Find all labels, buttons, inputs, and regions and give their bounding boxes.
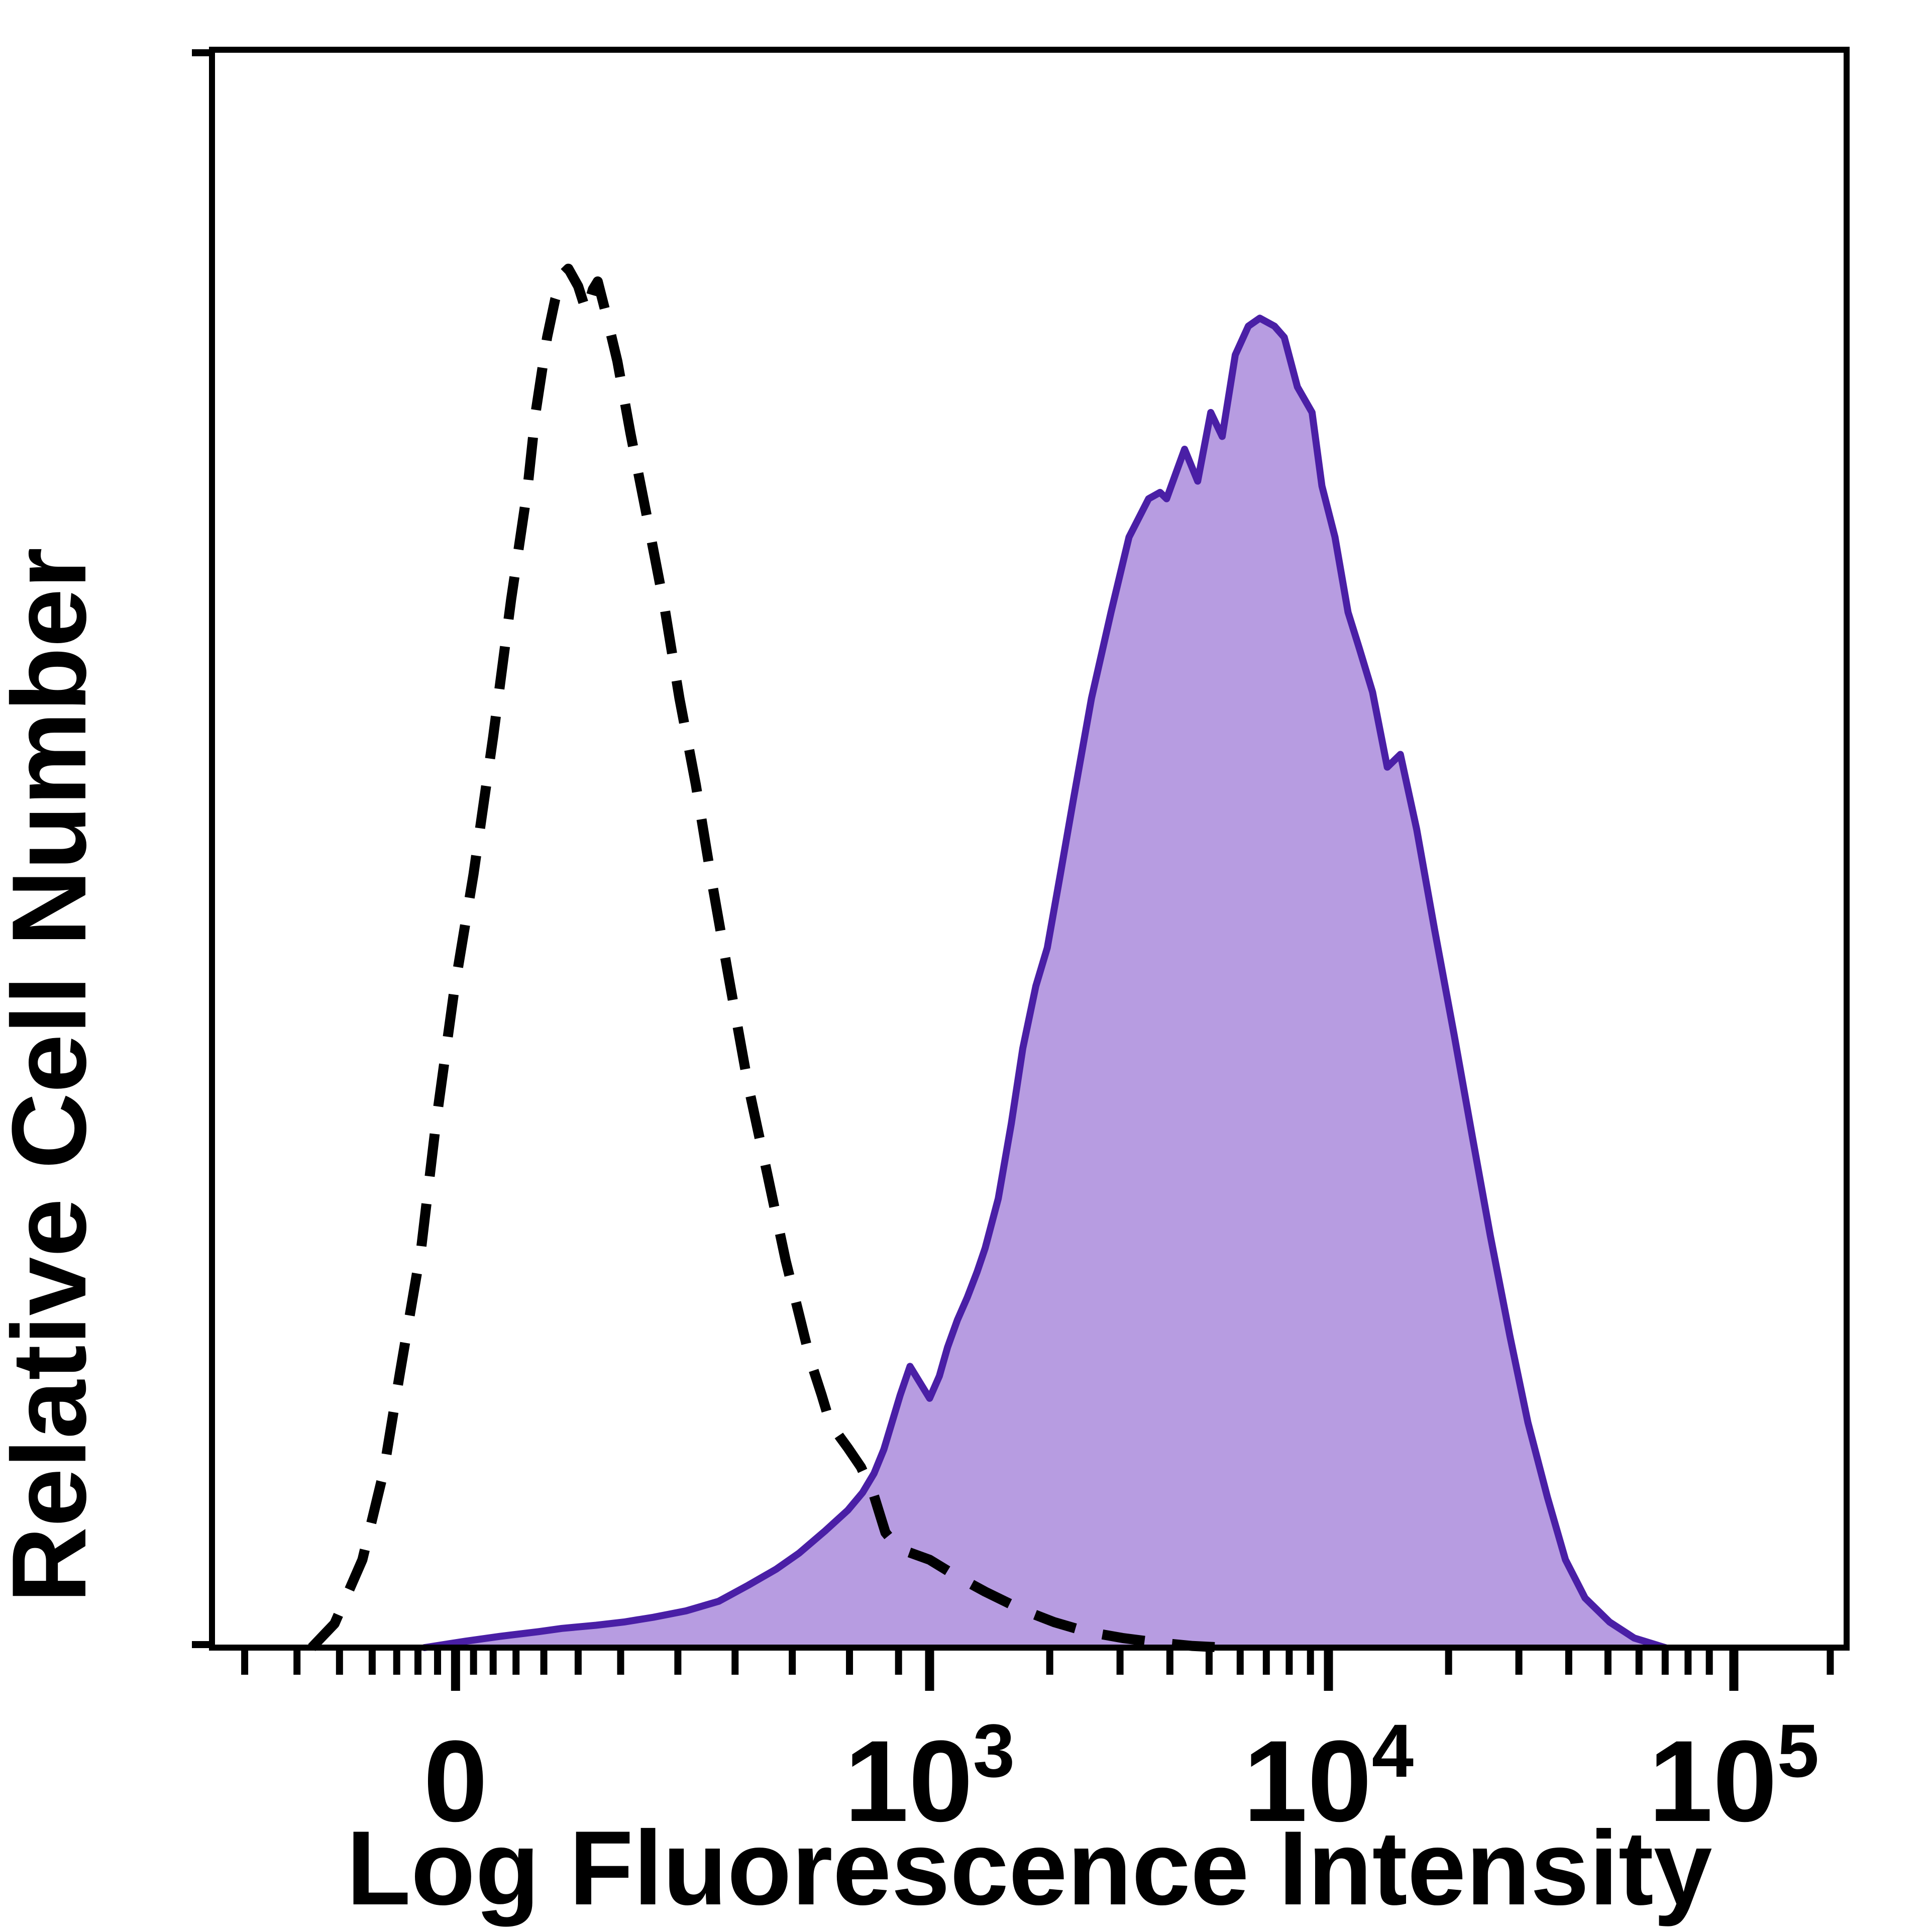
y-axis-title: Relative Cell Number xyxy=(0,548,108,1603)
x-tick-label: 0 xyxy=(423,1716,488,1846)
x-tick-label: 105 xyxy=(1649,1708,1819,1846)
filled-histogram-area xyxy=(424,318,1665,1648)
x-tick-label: 103 xyxy=(844,1708,1015,1846)
plot-frame xyxy=(209,47,1850,1651)
x-tick-label: 104 xyxy=(1243,1708,1414,1846)
x-axis-title: Log Fluorescence Intensity xyxy=(347,1809,1712,1927)
filled-histogram-outline xyxy=(421,315,1669,1651)
dashed-control-curve xyxy=(308,263,1226,1653)
